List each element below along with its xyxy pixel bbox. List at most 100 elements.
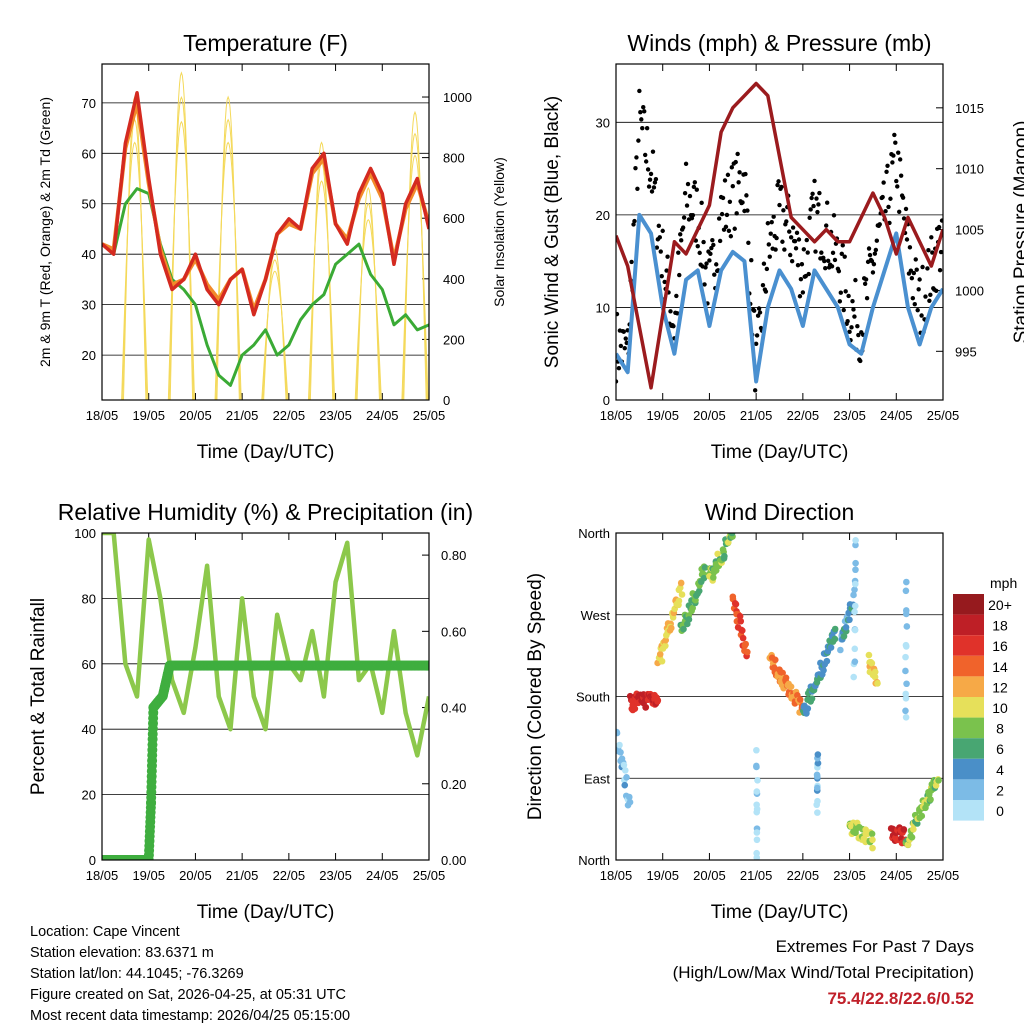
direction-point bbox=[850, 673, 857, 681]
gust-point bbox=[679, 238, 684, 243]
gust-point bbox=[757, 310, 763, 315]
gust-point bbox=[720, 195, 726, 201]
direction-point bbox=[677, 579, 685, 587]
gust-point bbox=[682, 190, 688, 196]
gust-point bbox=[633, 165, 638, 171]
direction-point bbox=[631, 705, 639, 712]
gust-point bbox=[790, 225, 796, 230]
winds-panel: Winds (mph) & Pressure (mb) Time (Day/UTC… bbox=[542, 30, 1024, 463]
pressure-line bbox=[616, 81, 943, 390]
direction-point bbox=[852, 537, 859, 544]
gust-point bbox=[926, 248, 931, 253]
gust-point bbox=[743, 171, 748, 177]
direction-point bbox=[616, 741, 623, 749]
solar-line bbox=[309, 141, 334, 400]
gust-point bbox=[634, 155, 639, 160]
gust-point bbox=[814, 196, 819, 201]
gust-point bbox=[732, 226, 737, 231]
legend-label: 10 bbox=[992, 700, 1008, 716]
legend-swatch bbox=[953, 655, 984, 677]
x-tick-label: 23/05 bbox=[833, 868, 866, 883]
gust-point bbox=[773, 247, 778, 252]
solar-line bbox=[307, 180, 336, 400]
gust-point bbox=[792, 238, 798, 244]
direction-point bbox=[910, 826, 917, 833]
gust-point bbox=[806, 271, 811, 277]
x-tick-label: 22/05 bbox=[787, 408, 820, 423]
gust-point bbox=[809, 195, 814, 201]
direction-point bbox=[721, 552, 728, 560]
solar-line bbox=[122, 118, 148, 400]
extremes-values: 75.4/22.8/22.6/0.52 bbox=[827, 989, 974, 1008]
gust-point bbox=[760, 282, 766, 288]
gust-point bbox=[904, 237, 910, 242]
gust-point bbox=[900, 195, 906, 200]
direction-point bbox=[903, 680, 910, 688]
gust-point bbox=[805, 250, 810, 255]
direction-point bbox=[737, 617, 745, 625]
gust-point bbox=[725, 172, 731, 178]
direction-point bbox=[654, 698, 661, 705]
y-tick-label: 50 bbox=[82, 197, 96, 212]
gust-point bbox=[938, 249, 943, 255]
gust-point bbox=[787, 229, 792, 234]
legend-label: 14 bbox=[992, 659, 1008, 675]
gust-point bbox=[912, 301, 917, 307]
direction-point bbox=[831, 625, 839, 633]
gust-point bbox=[810, 191, 815, 196]
gust-point bbox=[726, 228, 732, 233]
gust-point bbox=[927, 298, 932, 303]
elevation-text: Station elevation: 83.6371 m bbox=[30, 945, 214, 961]
direction-point bbox=[851, 645, 859, 653]
plot-frame bbox=[615, 63, 944, 401]
direction-point bbox=[902, 667, 909, 675]
gust-point bbox=[677, 272, 682, 278]
direction-point bbox=[700, 574, 708, 582]
gust-point bbox=[933, 288, 939, 294]
gust-point bbox=[744, 193, 749, 198]
y-tick-label: 30 bbox=[596, 115, 610, 130]
gust-point bbox=[684, 203, 690, 208]
gust-point bbox=[642, 152, 648, 158]
x-tick-label: 25/05 bbox=[413, 408, 446, 423]
gust-point bbox=[928, 292, 933, 298]
gust-point bbox=[749, 258, 754, 263]
legend-swatch bbox=[953, 717, 984, 739]
y-tick-label-right: 0 bbox=[443, 393, 450, 408]
gust-point bbox=[722, 178, 728, 183]
direction-point bbox=[742, 640, 750, 648]
gust-point bbox=[681, 215, 687, 220]
gust-point bbox=[752, 388, 758, 393]
direction-point bbox=[754, 777, 761, 784]
solar-line bbox=[355, 202, 381, 400]
gust-point bbox=[662, 279, 667, 285]
gust-point bbox=[937, 267, 943, 273]
x-tick-label: 21/05 bbox=[740, 408, 773, 423]
y-tick-label-right: 600 bbox=[443, 211, 465, 226]
solar-line bbox=[261, 270, 289, 400]
plot-frame bbox=[101, 532, 430, 861]
gust-point bbox=[808, 207, 813, 212]
gust-point bbox=[644, 126, 650, 131]
gust-point bbox=[660, 228, 665, 234]
legend-swatch bbox=[953, 738, 984, 759]
y-tick-label-right: 1005 bbox=[955, 223, 984, 238]
direction-point bbox=[908, 834, 916, 841]
direction-point bbox=[851, 658, 859, 665]
direction-point bbox=[753, 788, 761, 795]
extremes-subtitle: (High/Low/Max Wind/Total Precipitation) bbox=[672, 963, 974, 982]
gust-point bbox=[893, 140, 898, 145]
direction-point bbox=[918, 812, 926, 820]
gust-point bbox=[894, 178, 899, 184]
gust-point bbox=[701, 239, 706, 245]
gust-point bbox=[707, 258, 712, 263]
direction-point bbox=[753, 801, 760, 809]
gust-point bbox=[824, 200, 830, 205]
gust-point bbox=[697, 250, 702, 256]
gust-point bbox=[665, 254, 670, 259]
solar-line bbox=[216, 95, 240, 400]
y-tick-label-right: 1010 bbox=[955, 162, 984, 177]
direction-point bbox=[732, 600, 740, 608]
gust-point bbox=[804, 237, 809, 243]
